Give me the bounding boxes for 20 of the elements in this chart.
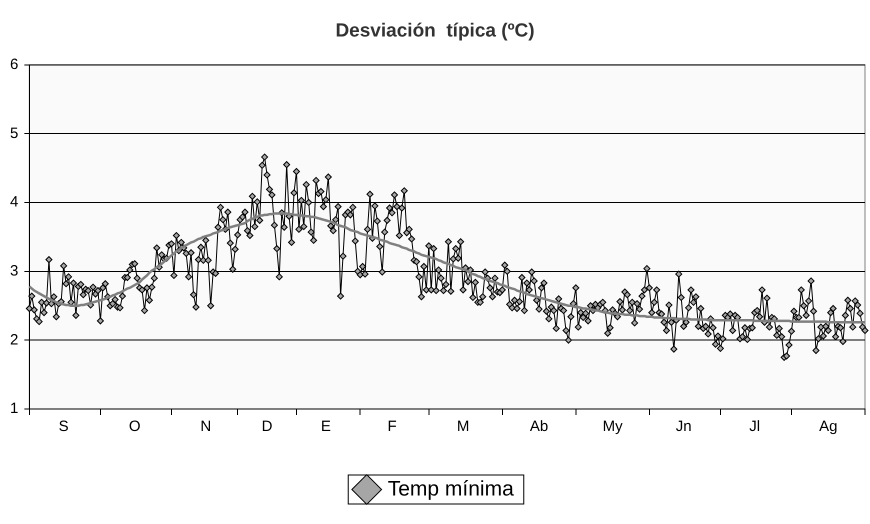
x-tick-label: Ab xyxy=(530,418,548,436)
x-tick-label: M xyxy=(456,418,470,436)
x-tick-label: My xyxy=(602,418,624,436)
x-tick-label: N xyxy=(200,418,212,436)
x-tick-label: D xyxy=(262,418,273,436)
chart-title: Desviación típica (ºC) xyxy=(335,20,535,42)
y-tick-label: 2 xyxy=(10,331,18,348)
x-tick-label: Ag xyxy=(819,418,838,436)
x-tick-label: E xyxy=(320,418,331,436)
y-tick-label: 4 xyxy=(10,194,18,211)
y-tick-label: 3 xyxy=(10,262,18,280)
x-tick-label: F xyxy=(387,418,397,436)
x-tick-label: Jn xyxy=(676,418,692,436)
legend-label: Temp mínima xyxy=(388,477,514,500)
y-tick-label: 5 xyxy=(10,124,18,142)
x-tick-label: S xyxy=(58,418,69,436)
x-tick-label: O xyxy=(128,418,141,436)
y-tick-label: 1 xyxy=(10,400,18,418)
y-tick-label: 6 xyxy=(10,56,18,73)
x-tick-label: Jl xyxy=(749,418,760,436)
